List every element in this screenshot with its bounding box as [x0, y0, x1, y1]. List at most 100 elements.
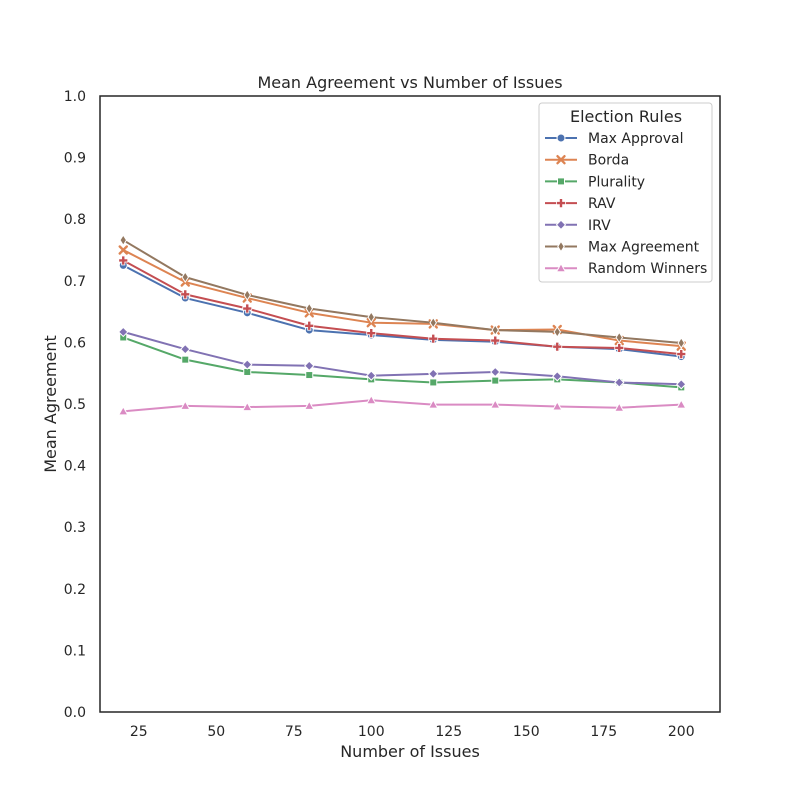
series-random-winners [117, 394, 687, 416]
data-point [181, 271, 190, 284]
y-tick-label: 0.3 [64, 520, 86, 536]
data-point [676, 379, 687, 390]
legend-label: Max Approval [588, 131, 684, 147]
x-axis: 25 50 75 100 125 150 175 200 [130, 724, 695, 740]
series-plurality [119, 333, 686, 392]
y-tick-label: 0.0 [64, 705, 86, 721]
data-point [304, 360, 315, 372]
data-point [304, 320, 315, 331]
data-point [118, 326, 129, 338]
chart-title: Mean Agreement vs Number of Issues [257, 73, 562, 92]
series-line [122, 336, 682, 389]
data-point [303, 400, 315, 410]
legend-marker [556, 133, 566, 143]
data-point [614, 377, 625, 388]
series-irv [118, 326, 687, 390]
x-tick-label: 200 [668, 724, 695, 740]
legend-marker [555, 262, 567, 273]
x-axis-title: Number of Issues [340, 742, 480, 761]
series-max-agreement [119, 234, 686, 349]
y-tick-label: 0.1 [64, 643, 86, 659]
data-point [552, 341, 563, 352]
plot-series [117, 234, 687, 416]
data-point [305, 302, 314, 315]
legend-item: Plurality [545, 174, 645, 190]
data-point [615, 331, 624, 344]
legend-label: Plurality [588, 174, 645, 190]
series-line [123, 399, 682, 413]
legend-title: Election Rules [570, 107, 682, 126]
legend-marker [557, 177, 565, 186]
data-point [179, 400, 191, 410]
data-point [366, 328, 377, 339]
x-tick-label: 150 [513, 724, 540, 740]
data-point [553, 326, 562, 338]
data-point [490, 366, 501, 378]
y-tick-label: 0.4 [64, 459, 86, 475]
y-tick-label: 0.9 [64, 151, 86, 167]
data-point [491, 324, 500, 337]
data-point [180, 289, 191, 300]
legend-label: Borda [588, 153, 629, 169]
legend-item: RAV [545, 196, 616, 212]
data-point [428, 333, 439, 344]
data-point [180, 343, 191, 355]
legend-marker [557, 240, 565, 253]
data-point [242, 303, 253, 314]
data-point [118, 245, 128, 255]
data-point [676, 349, 687, 360]
legend-item: Borda [545, 153, 629, 169]
x-tick-label: 75 [285, 724, 303, 740]
y-tick-label: 0.7 [64, 274, 86, 290]
data-point [366, 370, 377, 381]
data-point [489, 399, 501, 409]
legend-box [538, 102, 713, 283]
x-tick-label: 25 [130, 724, 148, 740]
data-point [429, 378, 438, 387]
data-point [429, 316, 438, 329]
data-point [490, 335, 501, 346]
data-point [552, 371, 563, 382]
legend-marker [555, 219, 567, 231]
series-line [122, 330, 682, 386]
series-rav [118, 255, 687, 360]
data-point [117, 405, 129, 416]
x-tick-label: 125 [435, 724, 462, 740]
data-point [428, 368, 439, 380]
x-tick-label: 100 [358, 724, 385, 740]
x-tick-label: 50 [207, 724, 225, 740]
data-point [305, 371, 314, 380]
data-point [365, 394, 377, 405]
legend-item: Random Winners [545, 261, 707, 277]
data-point [118, 255, 129, 266]
y-tick-label: 0.2 [64, 582, 86, 598]
legend-item: Max Approval [545, 131, 684, 147]
y-tick-label: 1.0 [64, 89, 86, 105]
data-point [242, 359, 253, 370]
series-line [122, 259, 682, 356]
x-tick-label: 175 [590, 724, 617, 740]
data-point [181, 355, 190, 364]
legend-label: IRV [588, 218, 611, 234]
data-point [119, 234, 128, 247]
legend-items: Max Approval Borda Plurality RAV IRV Max Agre… [545, 131, 707, 277]
data-point [427, 399, 439, 409]
series-line [122, 239, 682, 345]
data-point [491, 376, 500, 385]
legend-label: Random Winners [588, 261, 707, 277]
legend-marker [556, 198, 566, 208]
data-point [243, 289, 252, 301]
data-point [613, 402, 625, 412]
data-point [367, 311, 376, 324]
data-point [551, 400, 563, 411]
y-tick-label: 0.5 [64, 397, 86, 413]
plot-frame [99, 95, 721, 713]
legend-item: Max Agreement [545, 240, 700, 256]
data-point [241, 401, 253, 412]
data-point [614, 343, 625, 353]
legend-marker [556, 154, 566, 165]
y-axis: 0.0 0.1 0.2 0.3 0.4 0.5 0.6 0.7 0.8 0.9 1.0 [64, 89, 86, 721]
legend-item: IRV [545, 218, 611, 234]
y-tick-label: 0.8 [64, 212, 86, 228]
legend: Election Rules Max Approval Borda Pluralit… [538, 102, 713, 283]
